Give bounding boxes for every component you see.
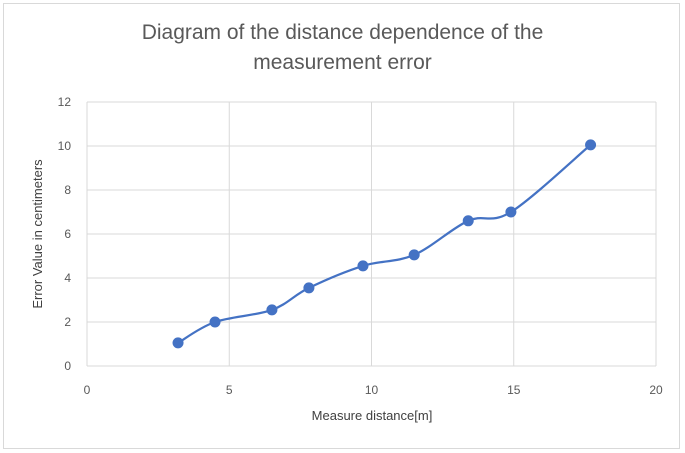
- y-axis-label: Error Value in centimeters: [30, 159, 45, 309]
- chart-area: [3, 3, 680, 449]
- data-point: [172, 337, 184, 349]
- data-point: [266, 304, 278, 316]
- x-tick-label: 0: [84, 383, 91, 397]
- y-tick-label: 12: [58, 95, 72, 109]
- data-point: [408, 249, 420, 261]
- chart-title-line-1: Diagram of the distance dependence of th…: [141, 21, 544, 44]
- gridlines: [86, 101, 657, 367]
- y-tick-label: 0: [64, 359, 71, 373]
- data-series: [172, 139, 597, 349]
- y-tick-label: 8: [64, 183, 71, 197]
- y-tick-label: 2: [64, 315, 71, 329]
- series-line: [177, 144, 592, 344]
- y-tick-label: 10: [58, 139, 72, 153]
- x-tick-label: 15: [507, 383, 521, 397]
- chart-title-line-2: measurement error: [253, 51, 432, 74]
- data-point: [462, 215, 474, 227]
- data-point: [585, 139, 597, 151]
- x-tick-label: 5: [226, 383, 233, 397]
- x-tick-label: 20: [649, 383, 663, 397]
- data-point: [209, 316, 221, 328]
- x-tick-label: 10: [365, 383, 379, 397]
- data-point: [357, 260, 369, 272]
- y-tick-label: 4: [64, 271, 71, 285]
- data-point: [303, 282, 315, 294]
- tick-labels: 0 2 4 6 8 10 12 0 5 10 15 20: [58, 95, 663, 397]
- x-axis-label: Measure distance[m]: [312, 408, 433, 423]
- data-point: [505, 206, 517, 218]
- y-tick-label: 6: [64, 227, 71, 241]
- chart-title: Diagram of the distance dependence of th…: [0, 18, 685, 78]
